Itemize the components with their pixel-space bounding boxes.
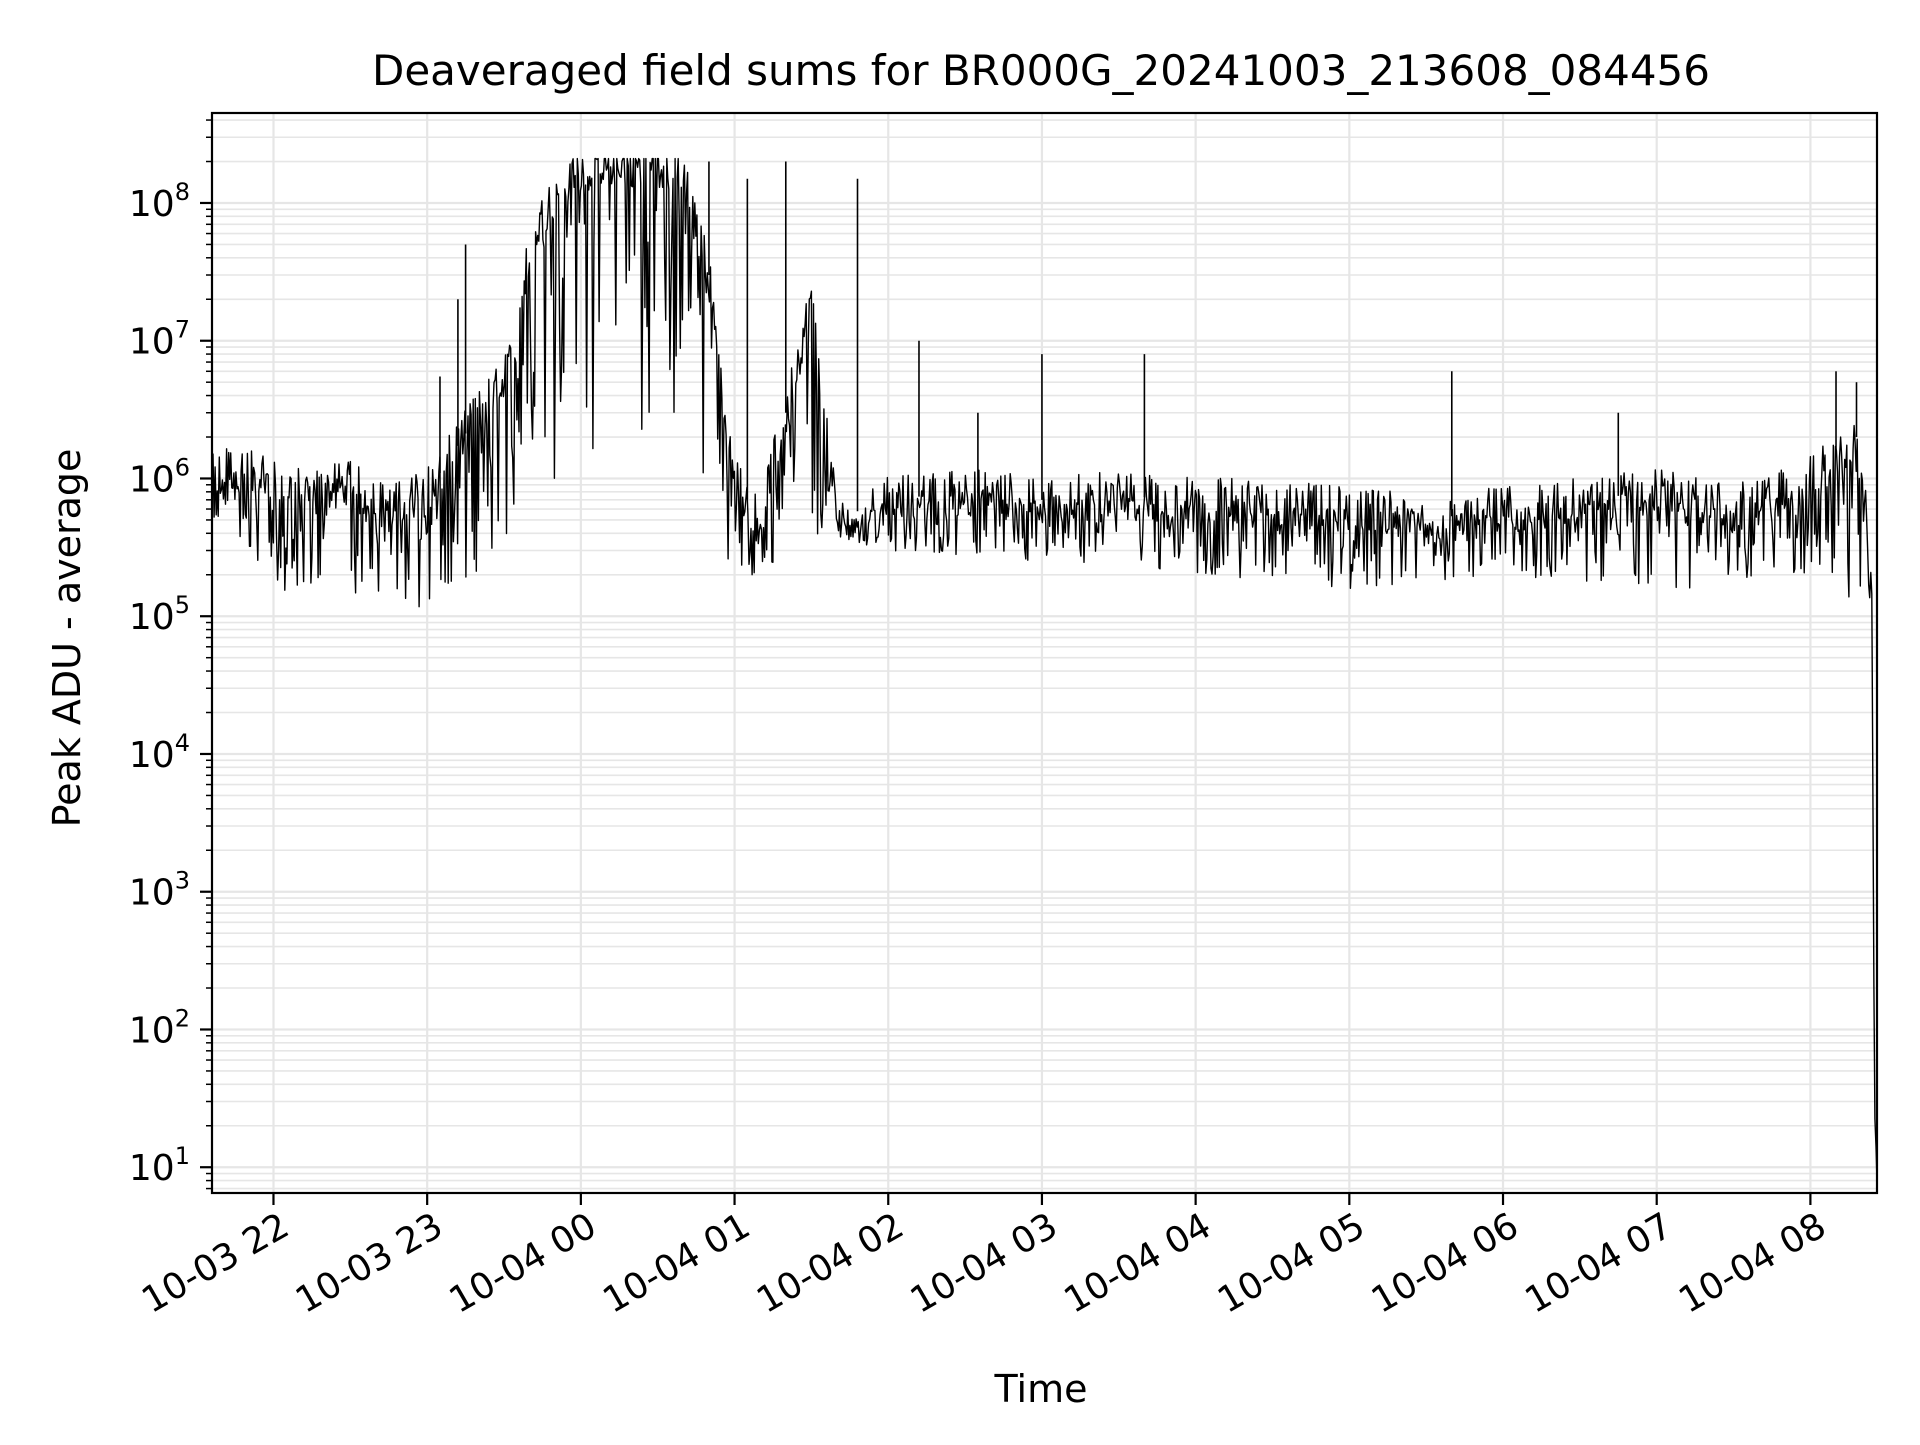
x-axis-label: Time [994, 1367, 1088, 1411]
grid [212, 113, 1877, 1193]
y-tick-label: 108 [129, 178, 190, 225]
y-tick-label: 103 [129, 867, 190, 914]
series-layer [211, 157, 1878, 1182]
y-tick-label: 101 [129, 1142, 190, 1189]
y-tick-label: 104 [129, 729, 190, 776]
series-line [211, 157, 1878, 1182]
y-tick-label: 107 [129, 316, 190, 363]
y-tick-label: 102 [129, 1004, 190, 1051]
plot-frame [210, 111, 1879, 1195]
chart-title: Deaveraged field sums for BR000G_2024100… [372, 46, 1710, 95]
y-axis-label: Peak ADU - average [45, 449, 89, 828]
y-tick-label: 106 [129, 453, 190, 500]
y-tick-label: 105 [129, 591, 190, 638]
